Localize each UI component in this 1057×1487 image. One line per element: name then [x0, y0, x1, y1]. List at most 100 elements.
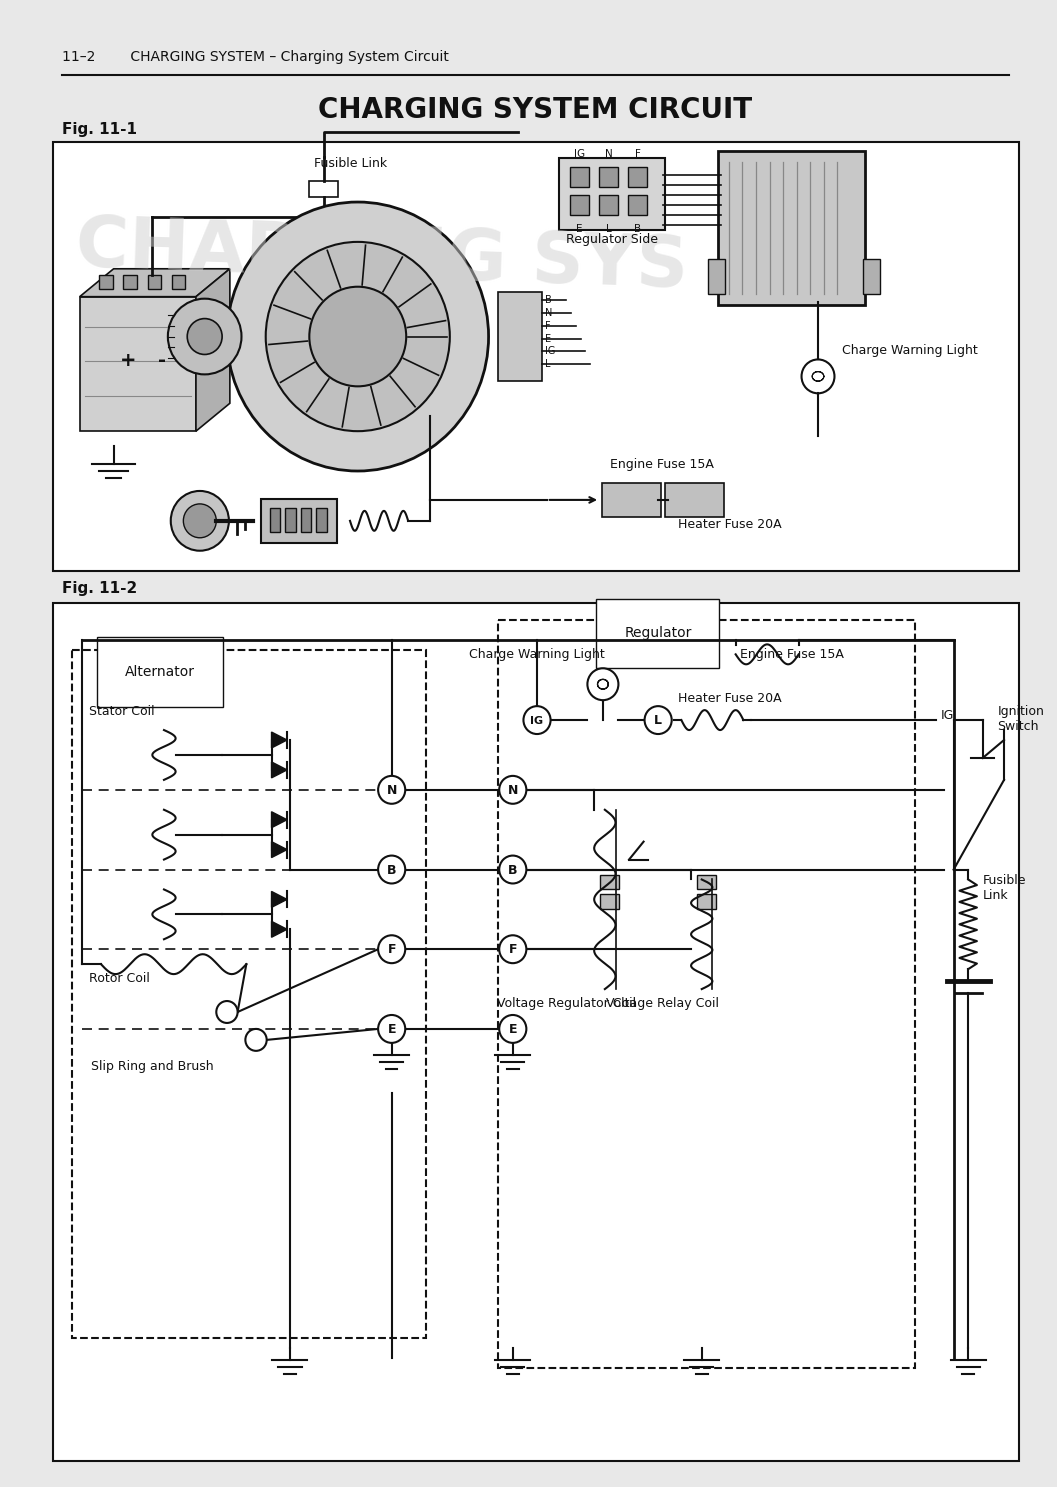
Text: E: E	[576, 225, 582, 233]
Polygon shape	[272, 891, 288, 907]
FancyBboxPatch shape	[600, 895, 619, 910]
FancyBboxPatch shape	[300, 509, 311, 532]
Text: Voltage Regulator Coil: Voltage Regulator Coil	[497, 996, 635, 1010]
FancyBboxPatch shape	[148, 275, 161, 288]
FancyBboxPatch shape	[310, 181, 338, 198]
FancyBboxPatch shape	[559, 158, 665, 230]
Text: -: -	[159, 351, 166, 370]
FancyBboxPatch shape	[53, 602, 1019, 1462]
Text: Stator Coil: Stator Coil	[90, 705, 155, 718]
Text: L: L	[606, 225, 612, 233]
Text: Engine Fuse 15A: Engine Fuse 15A	[741, 648, 845, 662]
Text: F: F	[544, 321, 551, 330]
Circle shape	[499, 776, 526, 804]
Text: Regulator: Regulator	[625, 626, 691, 641]
Polygon shape	[272, 842, 288, 858]
Text: Regulator Side: Regulator Side	[565, 233, 657, 245]
Text: Heater Fuse 20A: Heater Fuse 20A	[678, 517, 781, 531]
Text: B: B	[544, 294, 552, 305]
Text: Fig. 11-1: Fig. 11-1	[62, 122, 137, 137]
Text: 11-28: 11-28	[348, 354, 435, 382]
FancyBboxPatch shape	[628, 195, 648, 216]
Text: IG: IG	[531, 715, 543, 726]
FancyBboxPatch shape	[600, 874, 619, 889]
Text: IG: IG	[941, 709, 954, 721]
Polygon shape	[272, 732, 288, 748]
Text: F: F	[635, 149, 641, 159]
Text: N: N	[544, 308, 552, 318]
Text: Rotor Coil: Rotor Coil	[90, 972, 150, 984]
FancyBboxPatch shape	[628, 167, 648, 187]
Text: L: L	[654, 714, 662, 727]
Circle shape	[523, 706, 551, 735]
Circle shape	[499, 935, 526, 964]
FancyBboxPatch shape	[697, 895, 717, 910]
FancyBboxPatch shape	[498, 291, 542, 381]
Polygon shape	[272, 922, 288, 937]
Text: Charge Warning Light: Charge Warning Light	[469, 648, 605, 662]
Text: Ignition
Switch: Ignition Switch	[997, 705, 1044, 733]
Polygon shape	[79, 297, 196, 431]
Circle shape	[645, 706, 671, 735]
Text: IG: IG	[544, 346, 555, 357]
FancyBboxPatch shape	[570, 167, 590, 187]
Text: Fusible Link: Fusible Link	[314, 158, 387, 170]
Text: CHARGING SYSTEM CIRCUIT: CHARGING SYSTEM CIRCUIT	[318, 97, 753, 125]
FancyBboxPatch shape	[718, 152, 865, 305]
FancyBboxPatch shape	[270, 509, 280, 532]
Polygon shape	[272, 812, 288, 828]
Circle shape	[378, 776, 405, 804]
Circle shape	[187, 318, 222, 354]
Circle shape	[499, 1016, 526, 1042]
Text: N: N	[507, 784, 518, 797]
FancyBboxPatch shape	[707, 259, 725, 294]
Polygon shape	[79, 269, 229, 297]
Circle shape	[378, 855, 405, 883]
Text: E: E	[508, 1023, 517, 1036]
FancyBboxPatch shape	[665, 483, 724, 517]
Circle shape	[183, 504, 217, 538]
FancyBboxPatch shape	[863, 259, 880, 294]
Text: F: F	[388, 943, 396, 956]
Text: L: L	[544, 360, 551, 369]
FancyBboxPatch shape	[697, 874, 717, 889]
Polygon shape	[196, 269, 229, 431]
Text: N: N	[387, 784, 396, 797]
FancyBboxPatch shape	[601, 483, 661, 517]
Circle shape	[171, 491, 229, 550]
Text: Fusible
Link: Fusible Link	[983, 874, 1026, 903]
Text: Voltage Relay Coil: Voltage Relay Coil	[607, 996, 720, 1010]
FancyBboxPatch shape	[599, 195, 618, 216]
FancyBboxPatch shape	[285, 509, 296, 532]
Circle shape	[227, 202, 488, 471]
Text: B: B	[387, 864, 396, 876]
Text: IG: IG	[574, 149, 586, 159]
Text: Engine Fuse 15A: Engine Fuse 15A	[610, 458, 713, 471]
FancyBboxPatch shape	[53, 143, 1019, 571]
Text: B: B	[634, 225, 642, 233]
Circle shape	[378, 935, 405, 964]
Circle shape	[217, 1001, 238, 1023]
FancyBboxPatch shape	[99, 275, 113, 288]
Text: F: F	[508, 943, 517, 956]
Circle shape	[801, 360, 834, 394]
Text: E: E	[544, 333, 551, 343]
Circle shape	[310, 287, 406, 387]
FancyBboxPatch shape	[570, 195, 590, 216]
FancyBboxPatch shape	[261, 500, 337, 543]
Circle shape	[588, 668, 618, 700]
Polygon shape	[272, 761, 288, 778]
Text: Heater Fuse 20A: Heater Fuse 20A	[679, 691, 782, 705]
Circle shape	[265, 242, 450, 431]
Text: Charge Warning Light: Charge Warning Light	[842, 345, 978, 357]
Text: +: +	[119, 351, 136, 370]
Text: CHARGING SYS: CHARGING SYS	[75, 211, 689, 302]
Circle shape	[499, 855, 526, 883]
Text: 11–2        CHARGING SYSTEM – Charging System Circuit: 11–2 CHARGING SYSTEM – Charging System C…	[62, 49, 449, 64]
FancyBboxPatch shape	[316, 509, 327, 532]
Text: E: E	[388, 1023, 396, 1036]
Text: Alternator: Alternator	[125, 665, 196, 680]
FancyBboxPatch shape	[171, 275, 185, 288]
Circle shape	[245, 1029, 266, 1051]
FancyBboxPatch shape	[599, 167, 618, 187]
